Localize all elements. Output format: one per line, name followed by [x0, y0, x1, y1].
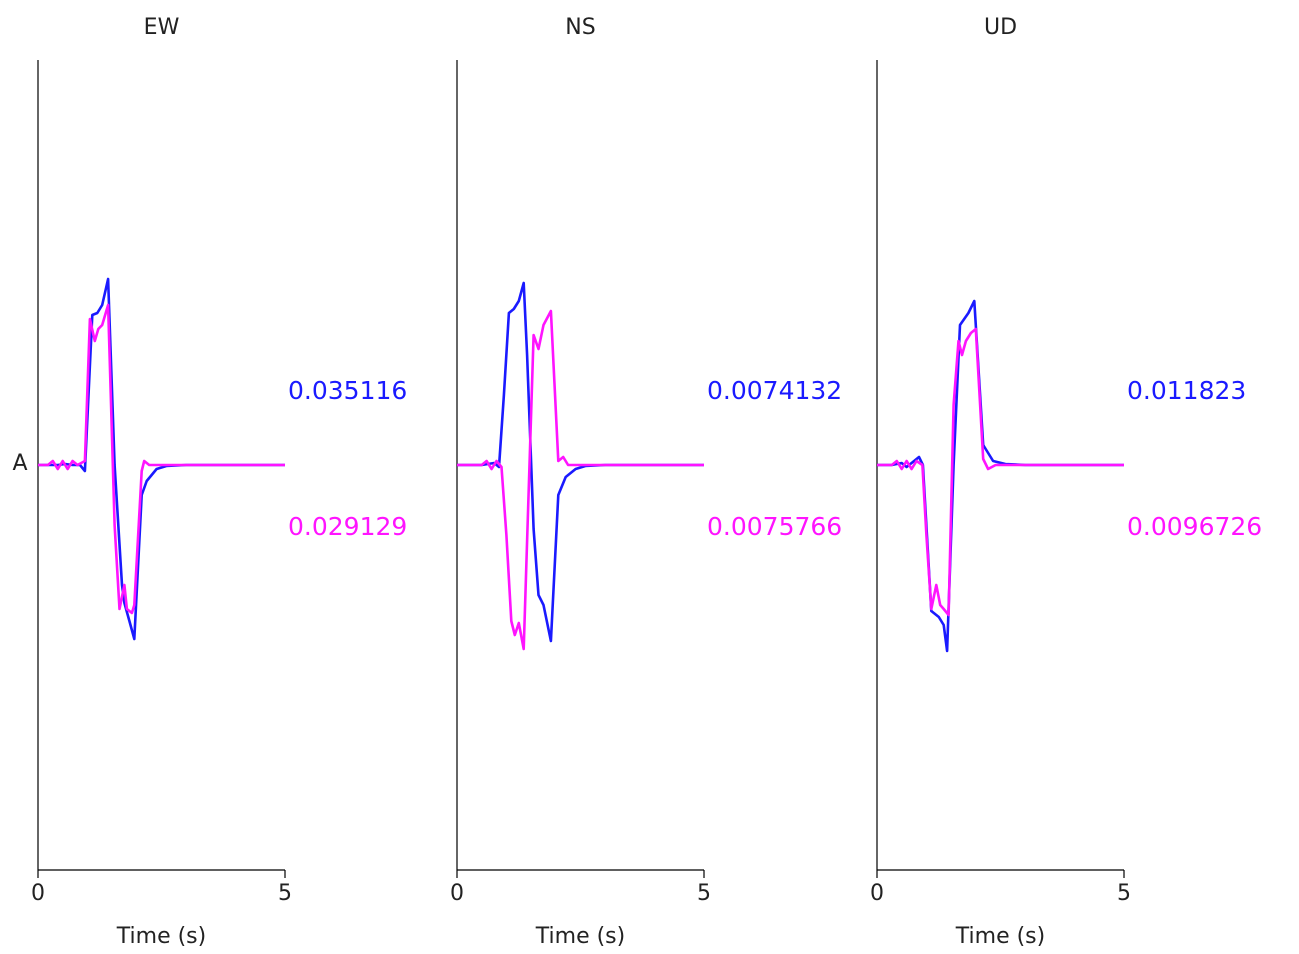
series-line-2: [877, 327, 1124, 617]
peak-value-label: 0.035116: [288, 376, 407, 405]
peak-value-label: 0.029129: [288, 512, 407, 541]
x-axis-label: Time (s): [116, 924, 206, 949]
x-tick-label: 5: [278, 881, 292, 906]
x-tick-label: 0: [31, 881, 45, 906]
chart-title: UD: [984, 15, 1017, 40]
x-tick-label: 5: [1117, 881, 1131, 906]
x-tick-label: 0: [450, 881, 464, 906]
station-label: A: [12, 451, 27, 476]
series-line-2: [457, 309, 704, 651]
x-axis-label: Time (s): [955, 924, 1045, 949]
series-line-1: [38, 277, 285, 641]
peak-value-label: 0.011823: [1127, 376, 1246, 405]
x-tick-label: 5: [697, 881, 711, 906]
chart-panel-ew: EW 0 5 Time (s) 0.035116 0.029129: [31, 15, 407, 949]
chart-panel-ud: UD 0 5 Time (s) 0.011823 0.0096726: [870, 15, 1262, 949]
chart-panel-ns: NS 0 5 Time (s) 0.0074132 0.0075766: [450, 15, 842, 949]
series-line-2: [38, 303, 285, 615]
peak-value-label: 0.0075766: [707, 512, 842, 541]
x-tick-label: 0: [870, 881, 884, 906]
series-line-1: [457, 281, 704, 643]
chart-title: NS: [565, 15, 595, 40]
series-line-1: [877, 299, 1124, 653]
chart-title: EW: [144, 15, 180, 40]
x-axis-label: Time (s): [535, 924, 625, 949]
peak-value-label: 0.0074132: [707, 376, 842, 405]
peak-value-label: 0.0096726: [1127, 512, 1262, 541]
